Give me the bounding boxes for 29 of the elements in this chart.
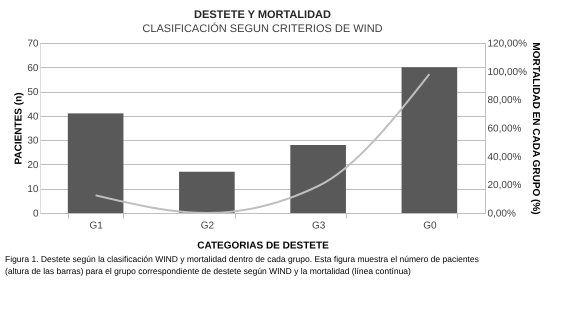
bar [68, 113, 124, 213]
x-tick-label: G0 [423, 220, 437, 232]
y-tick-label: 20 [27, 160, 39, 171]
y2-tick-label: 20,00% [488, 180, 522, 192]
x-tick-label: G3 [312, 220, 326, 232]
chart-subtitle: CLASIFICACIÓN SEGUN CRITERIOS DE WIND [142, 22, 383, 35]
x-tick-label: G2 [200, 220, 214, 232]
bar [402, 67, 458, 213]
y-tick-label: 40 [27, 111, 39, 122]
y2-tick-label: 60,00% [488, 124, 522, 134]
y-tick-label: 10 [27, 184, 39, 196]
y2-tick-label: 120,00% [488, 38, 528, 50]
y-tick-label: 0 [32, 208, 39, 220]
y2-tick-label: 80,00% [488, 95, 522, 106]
y2-tick-label: 0,00% [488, 208, 516, 220]
x-tick-label: G1 [89, 220, 104, 232]
y2-tick-label: 100,00% [488, 66, 528, 78]
y-tick-label: 70 [27, 38, 39, 50]
y2-tick-label: 40,00% [488, 152, 522, 163]
y-tick-label: 60 [27, 62, 39, 74]
y-tick-label: 30 [27, 136, 39, 147]
x-axis-title: CATEGORIAS DE DESTETE [197, 240, 330, 252]
bar [290, 145, 346, 213]
text: Figura 1. Destete según la clasificación WIND y mortalidad dentro de cada grupo. Esta figura muestra el número de pacientes (altura de las barras) para el grupo correspondiente de destete según WIND y la mortalidad (línea contínua) [5, 254, 479, 276]
chart-title: DESTETE Y MORTALIDAD [194, 9, 331, 21]
y2-axis-title: MORTALIDAD EN CADA GRUPO (%) [530, 42, 541, 215]
y-axis-title: PACIENTES (n) [13, 92, 24, 165]
y-tick-label: 50 [27, 87, 39, 98]
bar [179, 172, 235, 213]
